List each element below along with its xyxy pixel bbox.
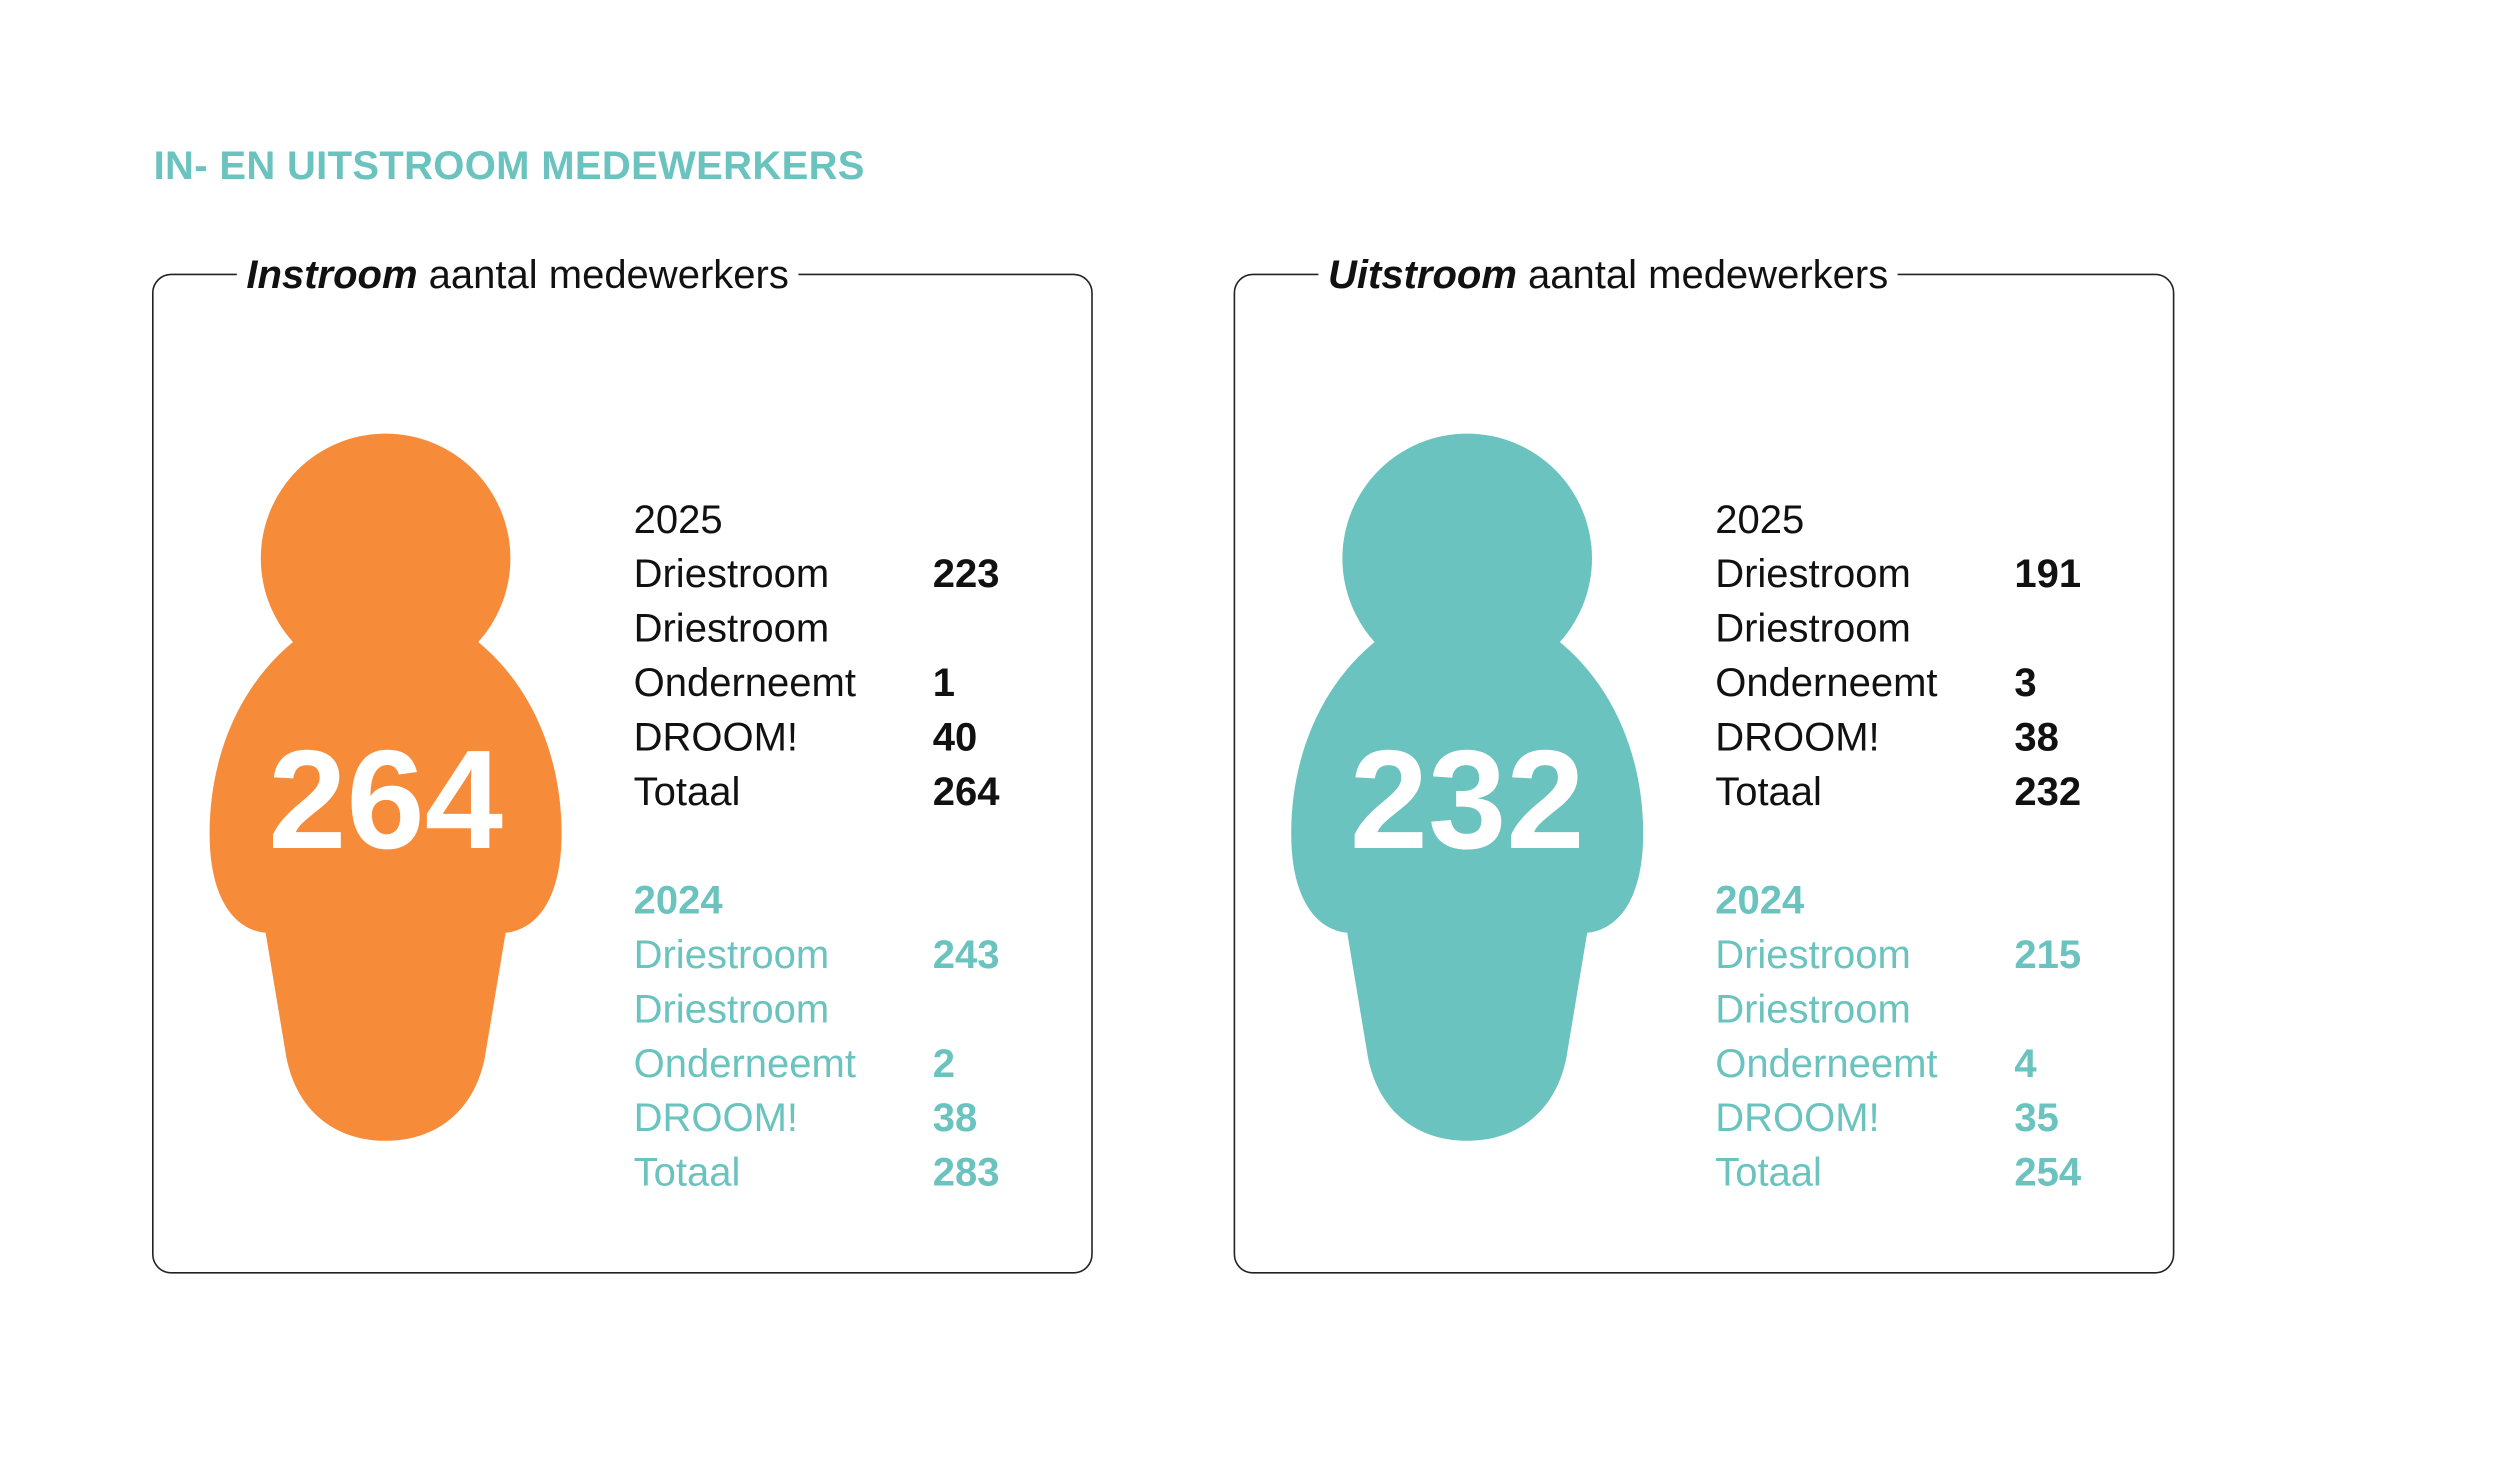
row-label: Driestroom Onderneemt: [1715, 987, 1938, 1087]
panel: Uitstroom aantal medewerkers 232 2025 Dries…: [1233, 249, 2175, 1274]
row-label: Totaal: [1715, 769, 1822, 815]
figure-body: [1291, 638, 1644, 1141]
table-row: Driestroom 243: [634, 928, 1050, 982]
heading-rest: aantal medewerkers: [1528, 252, 1889, 298]
row-value: 38: [2014, 715, 2059, 760]
row-label: DROOM!: [633, 715, 799, 760]
panel-heading: Uitstroom aantal medewerkers: [1318, 249, 1898, 301]
year-block: 2024 Driestroom 215 Driestroom Onderneemt 4 D…: [1715, 874, 2131, 1200]
row-label: Driestroom Onderneemt: [633, 987, 856, 1087]
year-label: 2024: [1715, 878, 1805, 924]
row-label: DROOM!: [1715, 1096, 1880, 1141]
panel: Instroom aantal medewerkers 264 2025 Driest…: [152, 249, 1093, 1274]
row-label: Totaal: [633, 769, 741, 815]
row-label: Driestroom: [1715, 932, 1911, 978]
table-row: DROOM! 38: [634, 1091, 1050, 1145]
row-value: 2: [932, 1041, 956, 1087]
table-row: DROOM! 35: [1715, 1091, 2131, 1145]
row-value: 254: [2014, 1150, 2082, 1196]
big-number: 232: [1349, 720, 1585, 879]
table-row: Driestroom Onderneemt 4: [1715, 982, 2131, 1091]
row-value: 35: [2014, 1096, 2059, 1141]
row-label: Driestroom Onderneemt: [1715, 606, 1938, 706]
year-block: 2025 Driestroom 191 Driestroom Onderneemt 3 D…: [1715, 493, 2131, 819]
row-value: 38: [932, 1096, 978, 1141]
year-label: 2025: [633, 497, 723, 543]
table-row: Driestroom Onderneemt 3: [1715, 602, 2131, 711]
figure-head: [260, 433, 511, 684]
row-label: Totaal: [633, 1150, 741, 1196]
person-figure: [209, 433, 562, 1141]
table-row: DROOM! 40: [634, 710, 1050, 764]
table-row: Totaal 254: [1715, 1146, 2131, 1200]
table-row: Totaal 232: [1715, 765, 2131, 819]
row-value: 1: [932, 660, 956, 706]
year-block: 2025 Driestroom 223 Driestroom Onderneemt 1 D…: [634, 493, 1050, 819]
heading-bold: Instroom: [246, 252, 418, 298]
row-value: 243: [932, 932, 1000, 978]
row-value: 191: [2014, 552, 2082, 597]
heading-bold: Uitstroom: [1328, 252, 1517, 298]
table-row: Driestroom 223: [634, 547, 1050, 601]
row-value: 3: [2014, 660, 2037, 706]
table-row: DROOM! 38: [1715, 710, 2131, 764]
row-label: Totaal: [1715, 1150, 1822, 1196]
figures-table: 2025 Driestroom 191 Driestroom Onderneemt 3 D…: [1715, 493, 2131, 1200]
table-row: Driestroom Onderneemt 1: [634, 602, 1050, 711]
year-block: 2024 Driestroom 243 Driestroom Onderneemt 2 D…: [634, 874, 1050, 1200]
year-label: 2024: [633, 878, 723, 924]
table-row: Driestroom 191: [1715, 547, 2131, 601]
table-row: Totaal 264: [634, 765, 1050, 819]
figures-table: 2025 Driestroom 223 Driestroom Onderneemt 1 D…: [634, 493, 1050, 1200]
row-label: Driestroom Onderneemt: [633, 606, 856, 706]
big-number: 264: [268, 720, 504, 879]
figure-body: [209, 638, 562, 1141]
table-row: Totaal 283: [634, 1146, 1050, 1200]
row-value: 232: [2014, 769, 2082, 815]
row-label: DROOM!: [633, 1096, 799, 1141]
heading-rest: aantal medewerkers: [428, 252, 789, 298]
row-value: 4: [2014, 1041, 2037, 1087]
row-label: Driestroom: [1715, 552, 1911, 597]
year-label: 2025: [1715, 497, 1805, 543]
row-value: 223: [932, 552, 1000, 597]
table-row: Driestroom 215: [1715, 928, 2131, 982]
row-value: 40: [932, 715, 978, 760]
row-label: Driestroom: [633, 932, 830, 978]
table-row: Driestroom Onderneemt 2: [634, 982, 1050, 1091]
row-value: 215: [2014, 932, 2082, 978]
panel-heading: Instroom aantal medewerkers: [236, 249, 799, 301]
row-label: DROOM!: [1715, 715, 1880, 760]
person-figure: [1291, 433, 1644, 1141]
row-label: Driestroom: [633, 552, 830, 597]
page-title: IN- EN UITSTROOM MEDEWERKERS: [153, 144, 865, 189]
row-value: 283: [932, 1150, 1000, 1196]
figure-head: [1342, 433, 1592, 684]
row-value: 264: [932, 769, 1000, 815]
